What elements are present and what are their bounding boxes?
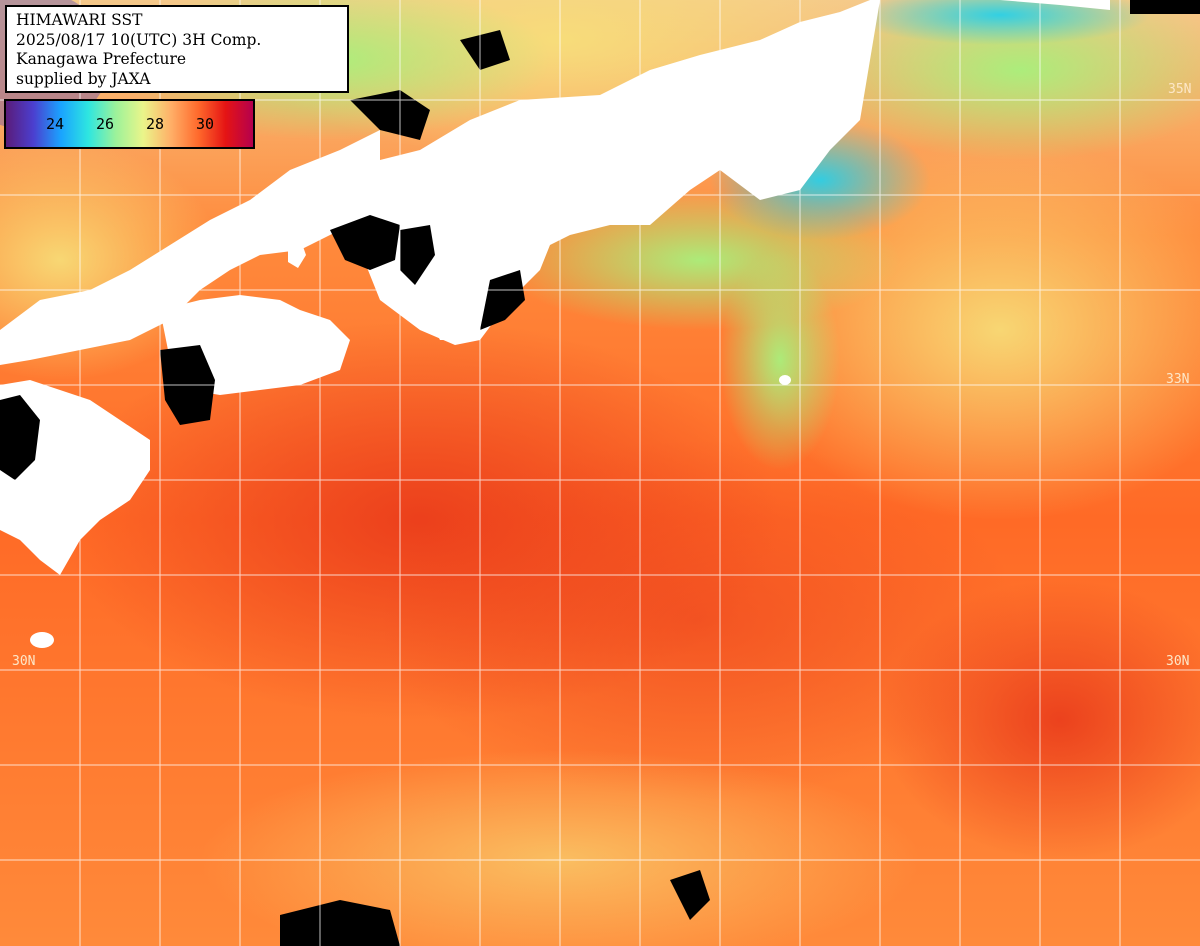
islet-south bbox=[30, 632, 54, 648]
lat-label-35n-right: 35N bbox=[1168, 82, 1192, 97]
missing-south-a bbox=[280, 900, 400, 946]
islet-izu bbox=[779, 375, 791, 385]
title-line-agency: Kanagawa Prefecture bbox=[16, 50, 187, 68]
title-box: HIMAWARI SST 2025/08/17 10(UTC) 3H Comp.… bbox=[5, 5, 349, 93]
missing-osaka-bay bbox=[330, 215, 400, 270]
colorbar-tick-30: 30 bbox=[196, 115, 215, 133]
lat-label-30n-right: 30N bbox=[1166, 654, 1190, 669]
green-filament bbox=[720, 250, 840, 470]
missing-corner bbox=[1130, 0, 1200, 14]
colorbar-tick-24: 24 bbox=[46, 115, 65, 133]
title-line-product: HIMAWARI SST bbox=[16, 11, 143, 29]
title-line-datetime: 2025/08/17 10(UTC) 3H Comp. bbox=[16, 30, 262, 49]
missing-kumano bbox=[480, 270, 525, 330]
missing-kii-channel bbox=[400, 225, 435, 285]
warm-core-center bbox=[380, 440, 1020, 800]
western-honshu bbox=[0, 130, 380, 365]
colorbar-tick-28: 28 bbox=[146, 115, 165, 133]
missing-south-b bbox=[670, 870, 710, 920]
kii-peninsula bbox=[420, 100, 580, 340]
honshu-main bbox=[340, 0, 1110, 345]
missing-north-a bbox=[350, 90, 430, 140]
colorbar-tick-26: 26 bbox=[96, 115, 115, 133]
awaji-island bbox=[288, 238, 306, 268]
lat-label-33n-right: 33N bbox=[1166, 372, 1190, 387]
missing-kyushu-west bbox=[0, 395, 40, 480]
title-line-supplier: supplied by JAXA bbox=[16, 69, 151, 88]
colorbar-legend: 24 26 28 30 bbox=[4, 99, 255, 149]
green-nearshore-a bbox=[800, 0, 1200, 160]
lat-label-30n-left: 30N bbox=[12, 654, 36, 669]
cyan-top bbox=[850, 0, 1150, 45]
missing-north-b bbox=[460, 30, 510, 70]
